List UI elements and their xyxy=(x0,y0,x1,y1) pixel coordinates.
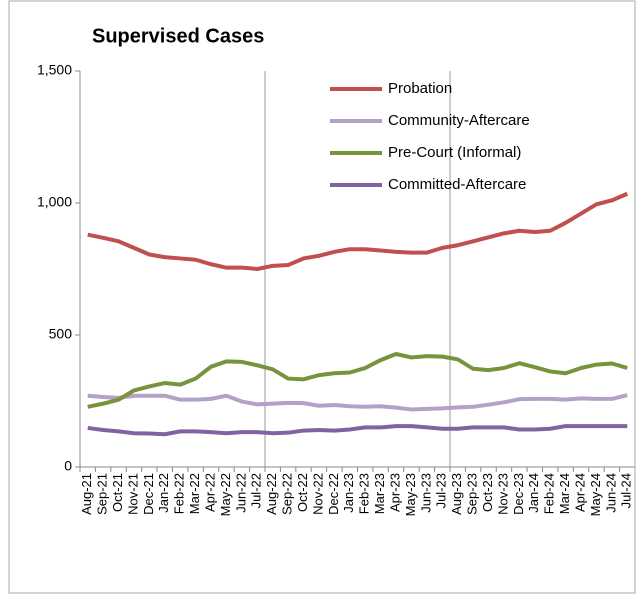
x-tick-label: Feb-23 xyxy=(357,473,372,514)
x-tick-label: Sep-23 xyxy=(465,473,480,515)
x-tick-label: Aug-23 xyxy=(449,473,464,515)
x-tick-label: Jan-24 xyxy=(526,473,541,513)
x-tick-label: Aug-21 xyxy=(79,473,94,515)
x-tick-label: Jun-24 xyxy=(603,473,618,513)
x-tick-label: Jun-22 xyxy=(233,473,248,513)
chart-title: Supervised Cases xyxy=(92,25,264,47)
x-tick-label: Oct-21 xyxy=(110,473,125,512)
x-tick-label: Feb-22 xyxy=(172,473,187,514)
x-tick-label: Apr-22 xyxy=(202,473,217,512)
x-tick-label: May-22 xyxy=(218,473,233,516)
x-tick-label: Dec-23 xyxy=(511,473,526,515)
x-tick-label: Jul-24 xyxy=(619,473,634,508)
chart-frame xyxy=(8,0,636,594)
x-tick-label: May-23 xyxy=(403,473,418,516)
x-tick-label: Nov-21 xyxy=(125,473,140,515)
x-tick-label: Mar-23 xyxy=(372,473,387,514)
legend-label: Pre-Court (Informal) xyxy=(388,144,521,161)
x-tick-label: Apr-23 xyxy=(387,473,402,512)
x-tick-label: Oct-23 xyxy=(480,473,495,512)
x-tick-label: Nov-22 xyxy=(310,473,325,515)
y-tick-label: 1,500 xyxy=(37,62,72,78)
series-line xyxy=(87,191,629,271)
y-tick-label: 1,000 xyxy=(37,194,72,210)
x-tick-label: Dec-22 xyxy=(326,473,341,515)
x-tick-label: Jun-23 xyxy=(418,473,433,513)
x-tick-label: Nov-23 xyxy=(495,473,510,515)
x-tick-label: Sep-21 xyxy=(95,473,110,515)
y-tick-label: 0 xyxy=(64,458,72,474)
legend-label: Committed-Aftercare xyxy=(388,176,526,193)
legend-label: Community-Aftercare xyxy=(388,112,530,129)
series-line xyxy=(87,424,628,437)
x-tick-label: Jul-23 xyxy=(434,473,449,508)
x-tick-label: Jul-22 xyxy=(249,473,264,508)
y-tick-label: 500 xyxy=(49,326,73,342)
x-tick-label: Mar-22 xyxy=(187,473,202,514)
x-tick-label: Sep-22 xyxy=(280,473,295,515)
x-tick-label: Jan-22 xyxy=(156,473,171,513)
x-tick-label: Dec-21 xyxy=(141,473,156,515)
series-line xyxy=(87,352,628,409)
x-tick-label: Apr-24 xyxy=(572,473,587,512)
x-tick-label: Mar-24 xyxy=(557,473,572,514)
x-tick-label: Aug-22 xyxy=(264,473,279,515)
legend-label: Probation xyxy=(388,80,452,97)
x-tick-label: Feb-24 xyxy=(542,473,557,514)
series-line xyxy=(87,393,628,412)
x-tick-label: May-24 xyxy=(588,473,603,516)
x-tick-label: Oct-22 xyxy=(295,473,310,512)
x-tick-label: Jan-23 xyxy=(341,473,356,513)
